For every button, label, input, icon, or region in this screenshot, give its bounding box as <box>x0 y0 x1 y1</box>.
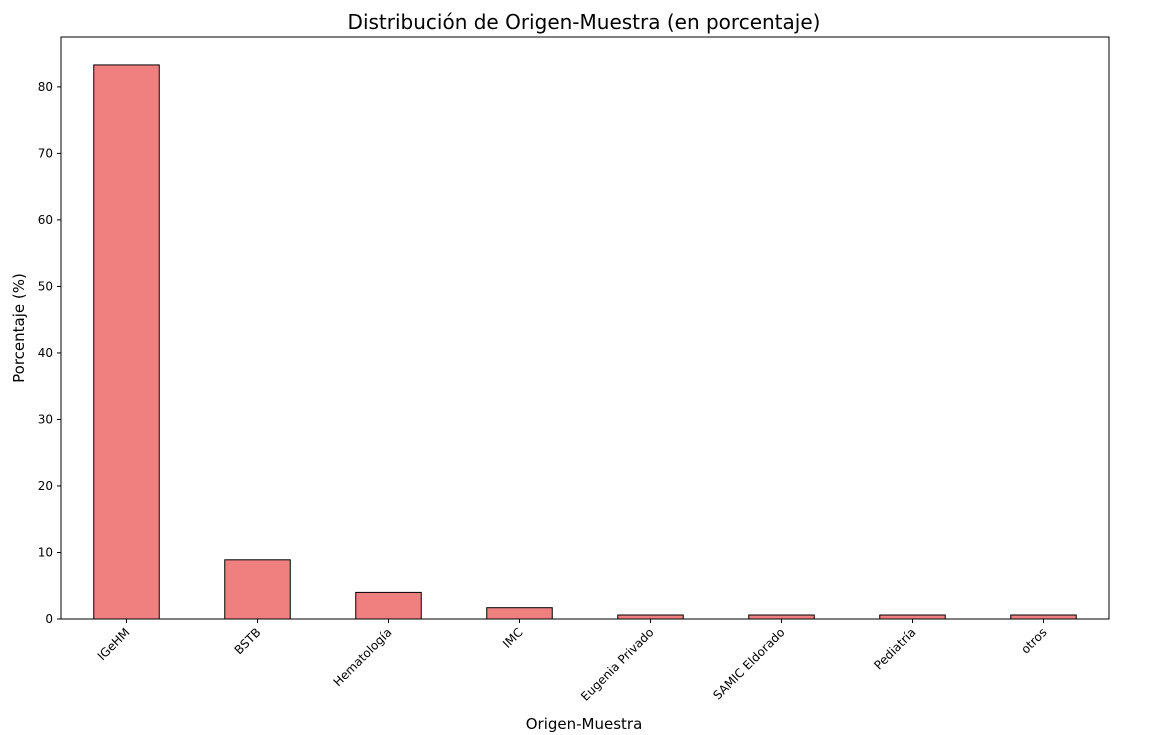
x-tick-label-7: otros <box>1018 625 1049 656</box>
bar-7 <box>1010 614 1077 620</box>
bars-group <box>93 64 1077 620</box>
y-tick-label-2: 20 <box>38 479 53 493</box>
x-axis: IGeHM BSTB Hematología IMC Eugenia Privado SA… <box>95 619 1050 704</box>
y-tick-label-4: 40 <box>38 346 53 360</box>
x-tick-label-2: Hematología <box>331 625 395 689</box>
y-tick-label-1: 10 <box>38 545 53 559</box>
bar-3 <box>486 607 553 620</box>
y-tick-label-6: 60 <box>38 213 53 227</box>
y-tick-label-3: 30 <box>38 412 53 426</box>
x-tick-label-0: IGeHM <box>95 625 133 663</box>
bar-5 <box>748 614 815 620</box>
bar-2 <box>355 591 422 620</box>
x-tick-label-5: SAMIC Eldorado <box>710 625 787 702</box>
y-tick-label-0: 0 <box>45 612 53 626</box>
x-tick-label-1: BSTB <box>232 625 264 657</box>
y-tick-label-5: 50 <box>38 279 53 293</box>
x-tick-label-6: Pediatría <box>871 625 918 672</box>
x-tick-label-4: Eugenia Privado <box>578 625 656 703</box>
y-axis-label: Porcentaje (%) <box>10 273 28 383</box>
bar-1 <box>224 559 291 620</box>
x-tick-label-3: IMC <box>500 625 526 651</box>
bar-6 <box>879 614 946 620</box>
chart-title: Distribución de Origen-Muestra (en porce… <box>348 10 821 34</box>
bar-0 <box>93 64 160 620</box>
y-tick-label-7: 70 <box>38 146 53 160</box>
y-tick-label-8: 80 <box>38 80 53 94</box>
bar-4 <box>617 614 684 620</box>
y-axis: 0 10 20 30 40 50 60 70 80 <box>38 80 61 626</box>
plot-frame <box>60 36 1110 620</box>
x-axis-label: Origen-Muestra <box>526 715 643 733</box>
